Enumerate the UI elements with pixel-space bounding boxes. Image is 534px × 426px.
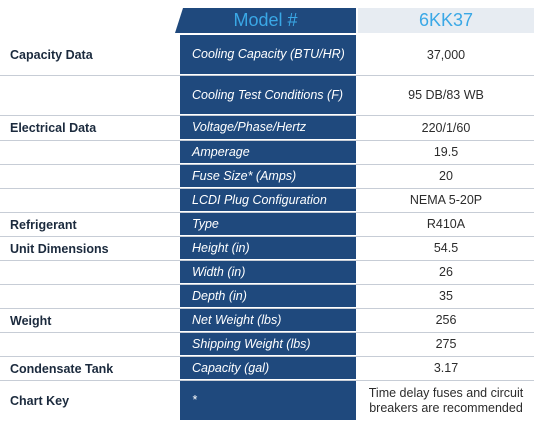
row-property: Voltage/Phase/Hertz (180, 116, 356, 140)
row-value: 3.17 (433, 361, 459, 375)
table-row: Electrical Data Voltage/Phase/Hertz 220/… (0, 116, 534, 141)
row-category: Capacity Data (10, 48, 93, 62)
row-category: Electrical Data (10, 121, 97, 135)
row-category: Refrigerant (10, 217, 77, 232)
row-value: 95 DB/83 WB (408, 88, 484, 102)
row-property: Height (in) (180, 237, 356, 260)
table-row: Condensate Tank Capacity (gal) 3.17 (0, 357, 534, 381)
row-value: 20 (439, 169, 453, 183)
model-header-label: Model # (175, 8, 356, 33)
table-row: Shipping Weight (lbs) 275 (0, 333, 534, 357)
table-row: LCDI Plug Configuration NEMA 5-20P (0, 189, 534, 213)
table-row: Weight Net Weight (lbs) 256 (0, 309, 534, 333)
row-property: Width (in) (180, 261, 356, 284)
row-value: 256 (435, 313, 457, 327)
table-row: Refrigerant Type R410A (0, 213, 534, 237)
table-row: Depth (in) 35 (0, 285, 534, 309)
table-row: Cooling Test Conditions (F) 95 DB/83 WB (0, 76, 534, 116)
row-category: Chart Key (10, 394, 70, 408)
row-category: Condensate Tank (10, 361, 114, 376)
row-category: Unit Dimensions (10, 241, 109, 256)
row-value: Time delay fuses and circuit breakers ar… (368, 386, 524, 415)
spec-rows: Capacity Data Cooling Capacity (BTU/HR) … (0, 35, 534, 421)
row-property: Type (180, 213, 356, 236)
row-property: Amperage (180, 141, 356, 164)
row-value: 19.5 (433, 145, 459, 159)
row-value: 37,000 (426, 47, 466, 62)
row-value: 26 (439, 265, 453, 279)
row-value: NEMA 5-20P (409, 193, 483, 207)
table-row: Fuse Size* (Amps) 20 (0, 165, 534, 189)
row-property: LCDI Plug Configuration (180, 189, 356, 212)
row-property: Shipping Weight (lbs) (180, 333, 356, 356)
table-row: Capacity Data Cooling Capacity (BTU/HR) … (0, 35, 534, 76)
row-value: 275 (435, 337, 457, 351)
row-property: Cooling Capacity (BTU/HR) (180, 35, 356, 75)
row-property: Capacity (gal) (180, 357, 356, 380)
table-row: Unit Dimensions Height (in) 54.5 (0, 237, 534, 261)
row-value: 54.5 (433, 241, 459, 255)
row-property: Fuse Size* (Amps) (180, 165, 356, 188)
row-property: Net Weight (lbs) (180, 309, 356, 332)
row-property: Depth (in) (180, 285, 356, 308)
row-value: 220/1/60 (421, 120, 471, 135)
row-property: Cooling Test Conditions (F) (180, 76, 356, 115)
row-value: R410A (426, 217, 466, 231)
table-row: Amperage 19.5 (0, 141, 534, 165)
model-number-header: 6KK37 (358, 8, 534, 33)
row-property: * (180, 381, 356, 421)
table-row: Width (in) 26 (0, 261, 534, 285)
row-value: 35 (439, 289, 453, 303)
table-row: Chart Key * Time delay fuses and circuit… (0, 381, 534, 421)
row-category: Weight (10, 313, 52, 328)
